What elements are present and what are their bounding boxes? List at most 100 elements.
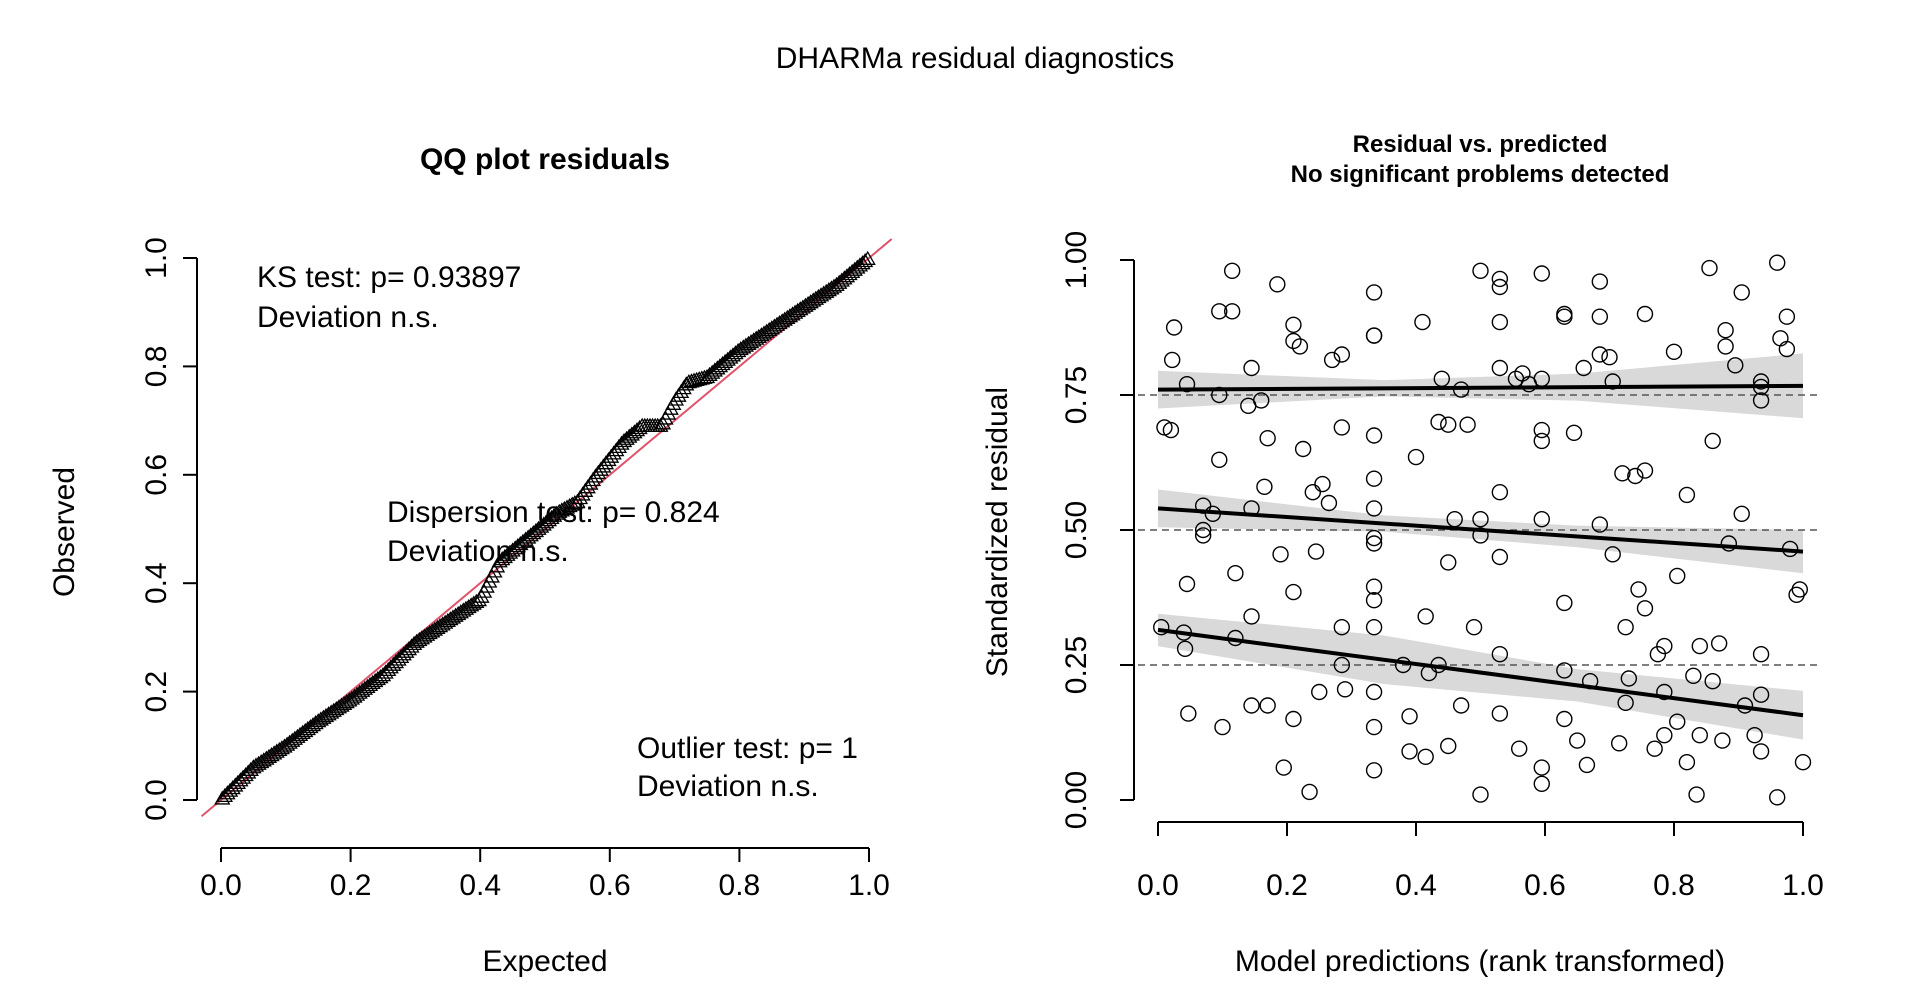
res-point	[1669, 713, 1686, 730]
res-point	[1569, 732, 1586, 749]
qq-point	[330, 699, 348, 714]
res-point	[1714, 732, 1731, 749]
res-point	[1211, 451, 1228, 468]
res-point	[1153, 619, 1170, 636]
res-point	[1630, 581, 1647, 598]
res-point	[1733, 505, 1750, 522]
res-quantile-line	[1157, 506, 1804, 554]
res-point	[1591, 346, 1609, 363]
qq-point	[753, 327, 770, 342]
res-x-tick-label: 1.0	[1782, 869, 1824, 902]
qq-point	[748, 330, 765, 345]
qq-point	[745, 332, 762, 347]
qq-point	[763, 320, 780, 335]
res-point	[1491, 270, 1509, 288]
res-point	[1533, 421, 1550, 439]
res-point	[1617, 694, 1634, 711]
qq-point	[805, 292, 822, 307]
qq-x-tick-label: 0.2	[330, 869, 372, 902]
res-point	[1636, 600, 1654, 617]
res-point	[1433, 370, 1451, 387]
qq-point	[854, 255, 871, 270]
res-point	[1768, 789, 1786, 806]
res-point	[1778, 340, 1796, 358]
res-point	[1669, 567, 1686, 585]
res-point	[1417, 748, 1434, 765]
res-point	[1533, 511, 1550, 528]
qq-point	[789, 302, 806, 318]
res-point	[1465, 619, 1483, 636]
qq-point	[799, 295, 817, 311]
res-point	[1333, 619, 1351, 636]
res-x-tick-label: 0.2	[1266, 869, 1308, 902]
res-point	[1656, 637, 1673, 655]
qq-point	[431, 618, 449, 633]
res-point	[1720, 535, 1738, 552]
res-point	[1704, 673, 1721, 690]
qq-y-tick-label: 0.2	[140, 671, 173, 713]
qq-point	[781, 308, 799, 323]
qq-point	[240, 764, 257, 779]
res-point	[1252, 392, 1270, 409]
res-point	[1752, 686, 1770, 703]
res-quantile-line	[1157, 383, 1804, 392]
res-y-tick-label: 0.75	[1060, 366, 1093, 424]
res-x-tick-label: 0.6	[1524, 869, 1566, 902]
qq-point	[742, 334, 760, 349]
qq-point	[815, 285, 832, 300]
qq-point	[437, 614, 454, 629]
res-point	[1556, 662, 1573, 679]
res-point	[1656, 727, 1673, 744]
res-point	[1227, 565, 1244, 582]
res-point	[1746, 727, 1763, 744]
res-point	[1365, 592, 1383, 609]
res-point	[1581, 673, 1599, 690]
qq-point	[561, 497, 578, 513]
qq-point	[317, 707, 335, 723]
ks-test-line1: KS test: p= 0.93897	[257, 261, 521, 294]
qq-xlabel: Expected	[482, 945, 607, 978]
qq-point	[452, 604, 469, 619]
res-point	[1575, 359, 1592, 377]
res-point	[1194, 521, 1212, 539]
qq-point	[266, 745, 283, 760]
qq-point	[439, 612, 456, 628]
residual-subtitle: No significant problems detected	[1291, 161, 1670, 188]
res-point	[1417, 608, 1434, 625]
res-point	[1365, 718, 1383, 736]
qq-point	[678, 376, 695, 391]
res-point	[1646, 740, 1663, 757]
qq-point	[221, 782, 239, 797]
res-point	[1472, 511, 1489, 528]
qq-y-tick-label: 0.0	[140, 779, 173, 821]
res-y-tick-label: 0.25	[1060, 636, 1093, 694]
qq-point	[460, 598, 477, 614]
res-point	[1401, 743, 1418, 760]
res-point	[1178, 376, 1196, 393]
res-point	[1162, 421, 1180, 439]
res-point	[1307, 543, 1325, 560]
res-point	[1365, 762, 1383, 779]
qq-point	[255, 752, 272, 767]
res-point	[1333, 346, 1351, 363]
dispersion-test-line2: Deviation n.s.	[387, 535, 569, 568]
res-point	[1578, 756, 1596, 774]
res-point	[1772, 330, 1789, 347]
qq-point	[333, 697, 350, 712]
res-x-tick-label: 0.4	[1395, 869, 1437, 902]
res-point	[1752, 392, 1770, 409]
qq-point	[429, 619, 446, 634]
res-point	[1733, 284, 1750, 301]
qq-point	[820, 281, 837, 297]
res-point	[1414, 313, 1431, 331]
dispersion-test-line1: Dispersion test: p= 0.824	[387, 496, 720, 529]
qq-point	[774, 313, 791, 328]
qq-x-tick-label: 0.0	[200, 869, 242, 902]
qq-y-tick-label: 0.6	[140, 454, 173, 496]
res-confidence-band	[1158, 613, 1803, 740]
qq-point	[377, 664, 394, 679]
qq-point	[802, 294, 819, 309]
res-point	[1685, 667, 1702, 684]
res-point	[1752, 373, 1770, 390]
